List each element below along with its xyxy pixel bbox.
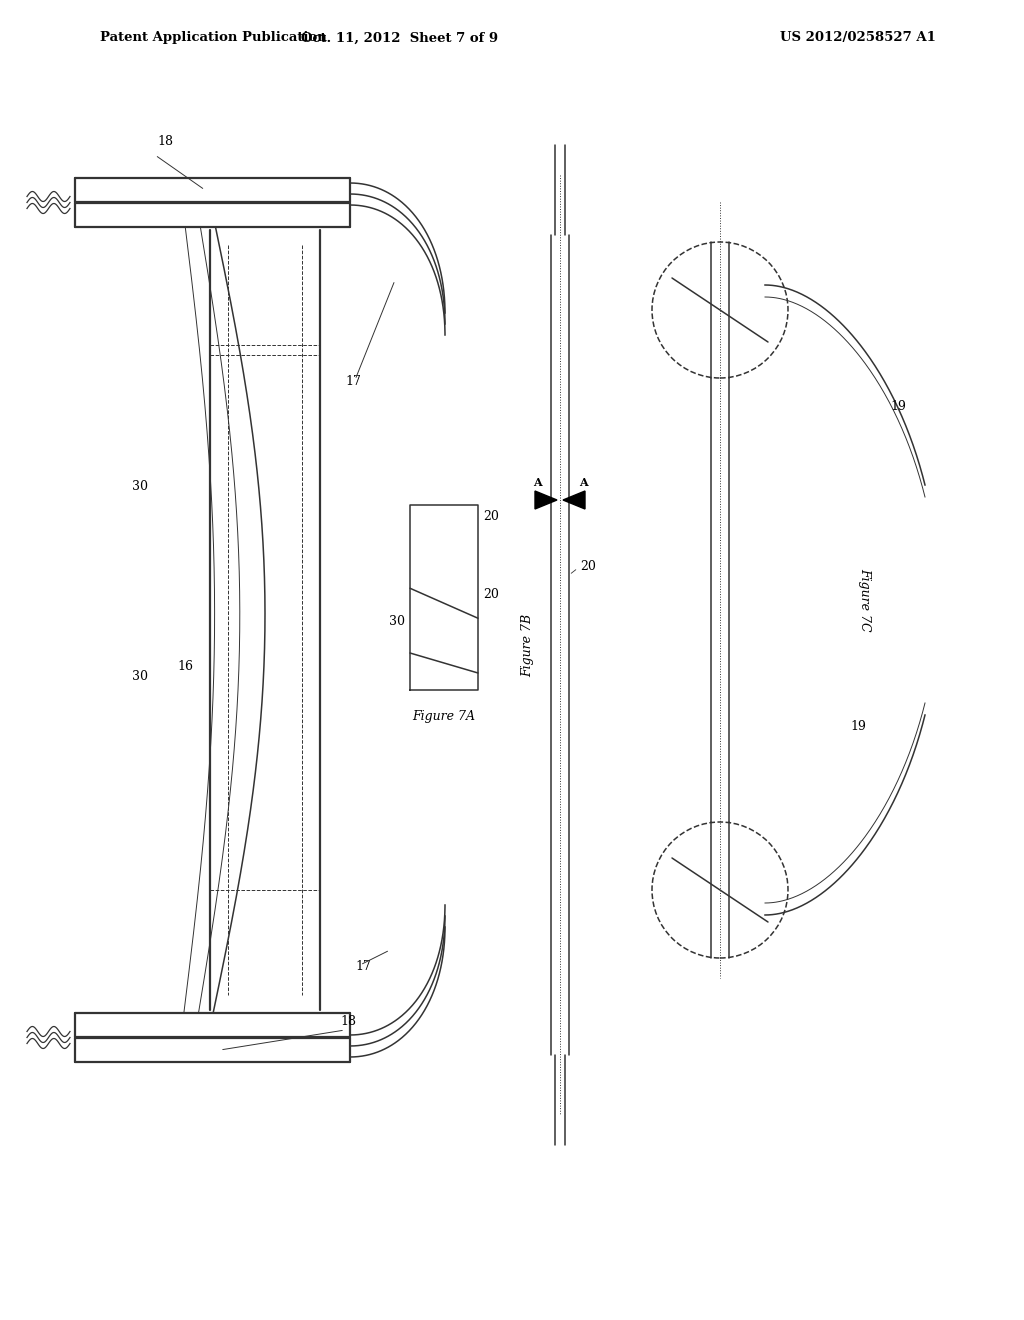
Text: 19: 19 (850, 719, 866, 733)
Polygon shape (563, 491, 585, 510)
Text: 30: 30 (132, 671, 148, 682)
Text: 18: 18 (157, 135, 173, 148)
Text: 20: 20 (580, 560, 596, 573)
Text: 19: 19 (890, 400, 906, 413)
Text: 20: 20 (483, 510, 499, 523)
Text: 18: 18 (340, 1015, 356, 1028)
Polygon shape (535, 491, 557, 510)
Text: A: A (579, 477, 588, 488)
Text: A: A (532, 477, 542, 488)
Text: Oct. 11, 2012  Sheet 7 of 9: Oct. 11, 2012 Sheet 7 of 9 (301, 32, 499, 45)
Text: 17: 17 (345, 375, 360, 388)
Text: Patent Application Publication: Patent Application Publication (100, 32, 327, 45)
Text: Figure 7A: Figure 7A (413, 710, 475, 723)
Text: Figure 7C: Figure 7C (858, 568, 871, 632)
Text: 20: 20 (483, 589, 499, 601)
Text: Figure 7B: Figure 7B (521, 614, 535, 677)
Text: 16: 16 (177, 660, 193, 673)
Text: US 2012/0258527 A1: US 2012/0258527 A1 (780, 32, 936, 45)
Text: 30: 30 (132, 480, 148, 492)
Text: 17: 17 (355, 960, 371, 973)
Text: 30: 30 (389, 615, 406, 628)
